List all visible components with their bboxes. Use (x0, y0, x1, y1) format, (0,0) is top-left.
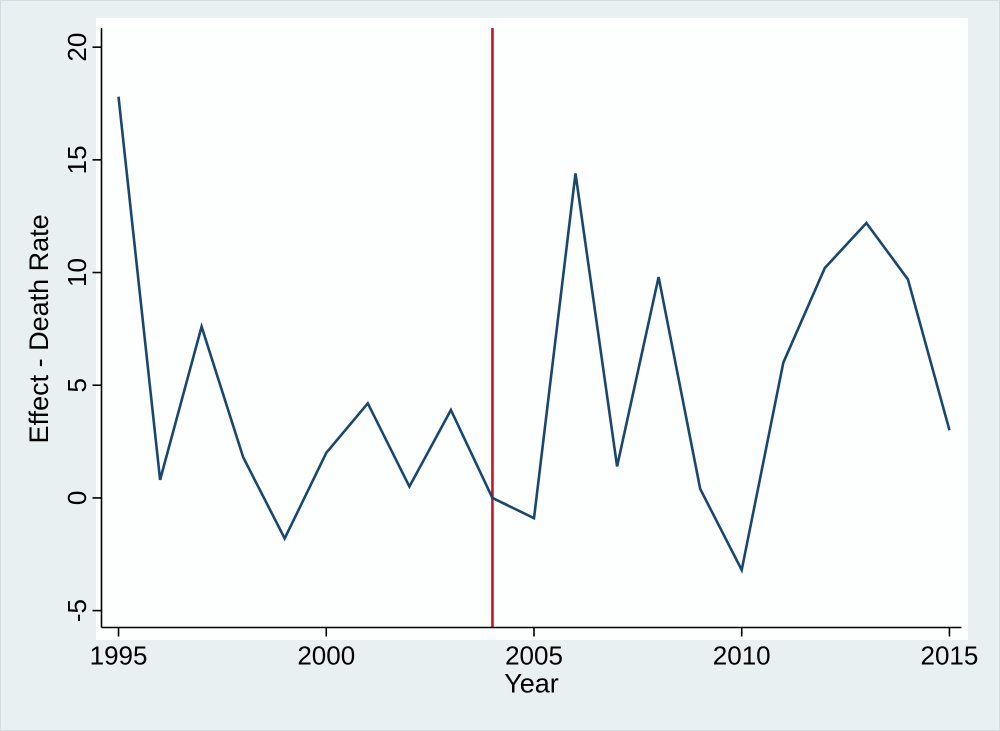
y-axis-title: Effect - Death Rate (24, 214, 54, 443)
plot-region-background (96, 18, 968, 640)
y-tick-label: 0 (62, 491, 92, 505)
x-tick-label: 2010 (713, 641, 771, 671)
y-tick-label: 5 (62, 378, 92, 392)
x-axis-title: Year (504, 669, 559, 699)
x-tick-label: 1995 (90, 641, 148, 671)
y-tick-label: 20 (62, 33, 92, 62)
x-tick-label: 2005 (505, 641, 563, 671)
y-tick-label: 10 (62, 258, 92, 287)
x-tick-label: 2000 (297, 641, 355, 671)
effect-series-line (117, 96, 951, 574)
y-tick-label: -5 (62, 599, 92, 622)
x-tick-label: 2015 (921, 641, 979, 671)
y-tick-label: 15 (62, 145, 92, 174)
